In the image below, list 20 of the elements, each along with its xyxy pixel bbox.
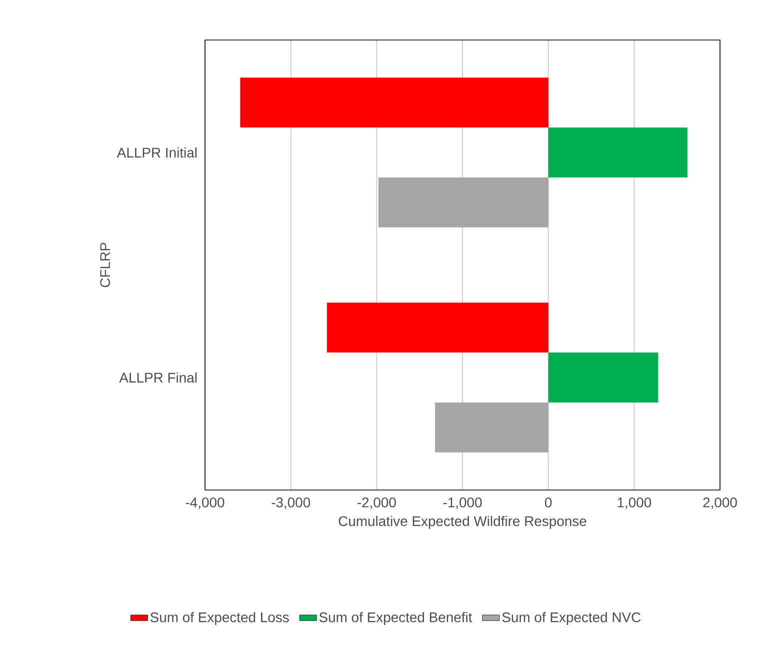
x-tick-label: -4,000 bbox=[186, 498, 224, 510]
legend-label: Sum of Expected Benefit bbox=[319, 612, 472, 625]
x-tick-label: -3,000 bbox=[272, 498, 310, 510]
bar bbox=[378, 177, 548, 228]
legend-label: Sum of Expected NVC bbox=[502, 612, 641, 625]
x-tick-label: 2,000 bbox=[703, 498, 737, 510]
bar bbox=[326, 302, 548, 353]
x-axis-title: Cumulative Expected Wildfire Response bbox=[338, 516, 586, 529]
y-tick-label: ALLPR Final bbox=[119, 372, 197, 383]
bar bbox=[240, 78, 548, 128]
x-tick-label: -2,000 bbox=[358, 498, 396, 510]
bar bbox=[548, 352, 658, 402]
legend-label: Sum of Expected Loss bbox=[150, 612, 289, 625]
x-tick-label: 1,000 bbox=[618, 498, 652, 510]
y-axis-title: CFLRP bbox=[100, 242, 110, 288]
x-tick-label: 0 bbox=[545, 498, 552, 508]
y-tick-label: ALLPR Initial bbox=[116, 147, 197, 158]
bar bbox=[548, 128, 688, 178]
x-tick-label: -1,000 bbox=[443, 498, 482, 510]
bar bbox=[435, 402, 548, 452]
